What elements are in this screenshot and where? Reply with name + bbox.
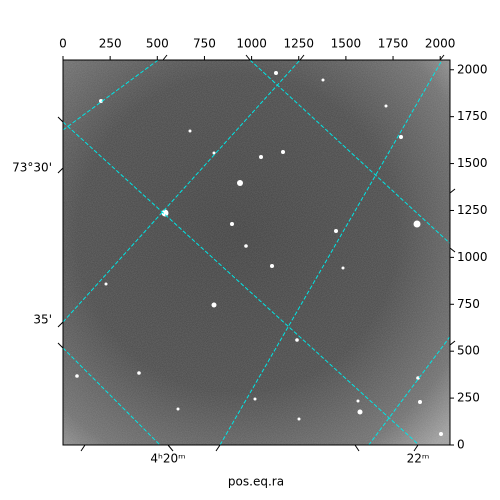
ra-tick-label: 4ʰ20ᵐ [150,452,185,466]
grid-line [249,60,450,245]
grid-line [84,444,85,445]
x-axis-label: pos.eq.ra [228,475,284,489]
dec-tick-label: 73°30' [12,161,52,175]
x-tick-label: 1000 [236,37,267,51]
image [63,60,450,445]
x-tick-label: 1500 [331,37,362,51]
grid-line [63,60,301,323]
dec-tick-label: 35' [33,313,52,327]
grid-line [368,335,450,445]
ra-tick-label: 22ᵐ [407,452,430,466]
y-tick-label: 1750 [457,109,488,123]
coordinate-grid [63,60,450,445]
stars [75,71,443,436]
x-tick-label: 1250 [283,37,314,51]
x-tick-label: 0 [59,37,67,51]
x-tick-label: 750 [193,37,216,51]
y-tick-label: 2000 [457,62,488,76]
y-tick-label: 1500 [457,156,488,170]
axes-frame [62,59,451,446]
grid-line [63,347,161,445]
x-tick-label: 1750 [378,37,409,51]
wcs-ticks [57,54,456,452]
y-tick-label: 0 [457,438,465,452]
grid-line [63,121,420,445]
image-noise [63,60,450,445]
x-tick-label: 2000 [425,37,456,51]
x-tick-label: 500 [146,37,169,51]
y-tick-label: 250 [457,391,480,405]
x-tick-label: 250 [99,37,122,51]
y-tick-label: 750 [457,297,480,311]
y-tick-label: 1250 [457,203,488,217]
grid-line [219,60,443,445]
y-tick-label: 1000 [457,250,488,264]
y-tick-label: 500 [457,344,480,358]
grid-line [63,60,160,131]
